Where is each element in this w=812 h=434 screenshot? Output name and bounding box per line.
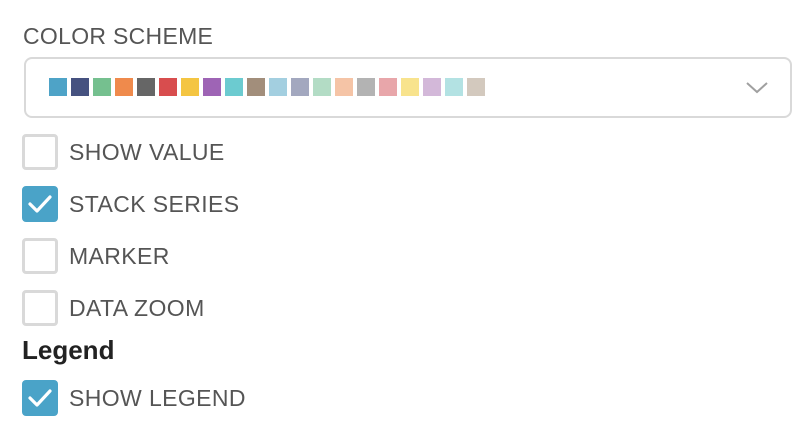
- data-zoom-option[interactable]: DATA ZOOM: [22, 290, 205, 326]
- show-value-checkbox[interactable]: [22, 134, 58, 170]
- stack-series-checkbox[interactable]: [22, 186, 58, 222]
- marker-checkbox[interactable]: [22, 238, 58, 274]
- color-swatch: [203, 78, 221, 96]
- color-swatch: [445, 78, 463, 96]
- color-swatch: [49, 78, 67, 96]
- data-zoom-checkbox[interactable]: [22, 290, 58, 326]
- color-swatch: [181, 78, 199, 96]
- show-legend-checkbox[interactable]: [22, 380, 58, 416]
- color-swatch: [93, 78, 111, 96]
- color-swatch: [467, 78, 485, 96]
- legend-heading: Legend: [22, 335, 115, 365]
- color-swatch: [291, 78, 309, 96]
- marker-label: MARKER: [69, 243, 170, 269]
- color-swatch: [225, 78, 243, 96]
- color-swatch: [357, 78, 375, 96]
- color-swatch: [247, 78, 265, 96]
- chevron-down-icon: [746, 82, 768, 94]
- stack-series-label: STACK SERIES: [69, 191, 240, 217]
- data-zoom-label: DATA ZOOM: [69, 295, 205, 321]
- color-swatch: [115, 78, 133, 96]
- show-value-option[interactable]: SHOW VALUE: [22, 134, 225, 170]
- color-scheme-select[interactable]: [24, 57, 792, 118]
- color-swatch: [423, 78, 441, 96]
- color-swatch: [401, 78, 419, 96]
- color-scheme-label: COLOR SCHEME: [23, 23, 214, 49]
- checkmark-icon: [28, 195, 52, 213]
- color-swatch: [159, 78, 177, 96]
- stack-series-option[interactable]: STACK SERIES: [22, 186, 240, 222]
- checkmark-icon: [28, 389, 52, 407]
- color-swatch: [71, 78, 89, 96]
- show-legend-option[interactable]: SHOW LEGEND: [22, 380, 246, 416]
- color-swatch: [137, 78, 155, 96]
- color-swatch: [269, 78, 287, 96]
- color-swatch: [379, 78, 397, 96]
- color-swatch-list: [49, 78, 485, 96]
- show-legend-label: SHOW LEGEND: [69, 385, 246, 411]
- color-swatch: [313, 78, 331, 96]
- show-value-label: SHOW VALUE: [69, 139, 225, 165]
- marker-option[interactable]: MARKER: [22, 238, 170, 274]
- color-swatch: [335, 78, 353, 96]
